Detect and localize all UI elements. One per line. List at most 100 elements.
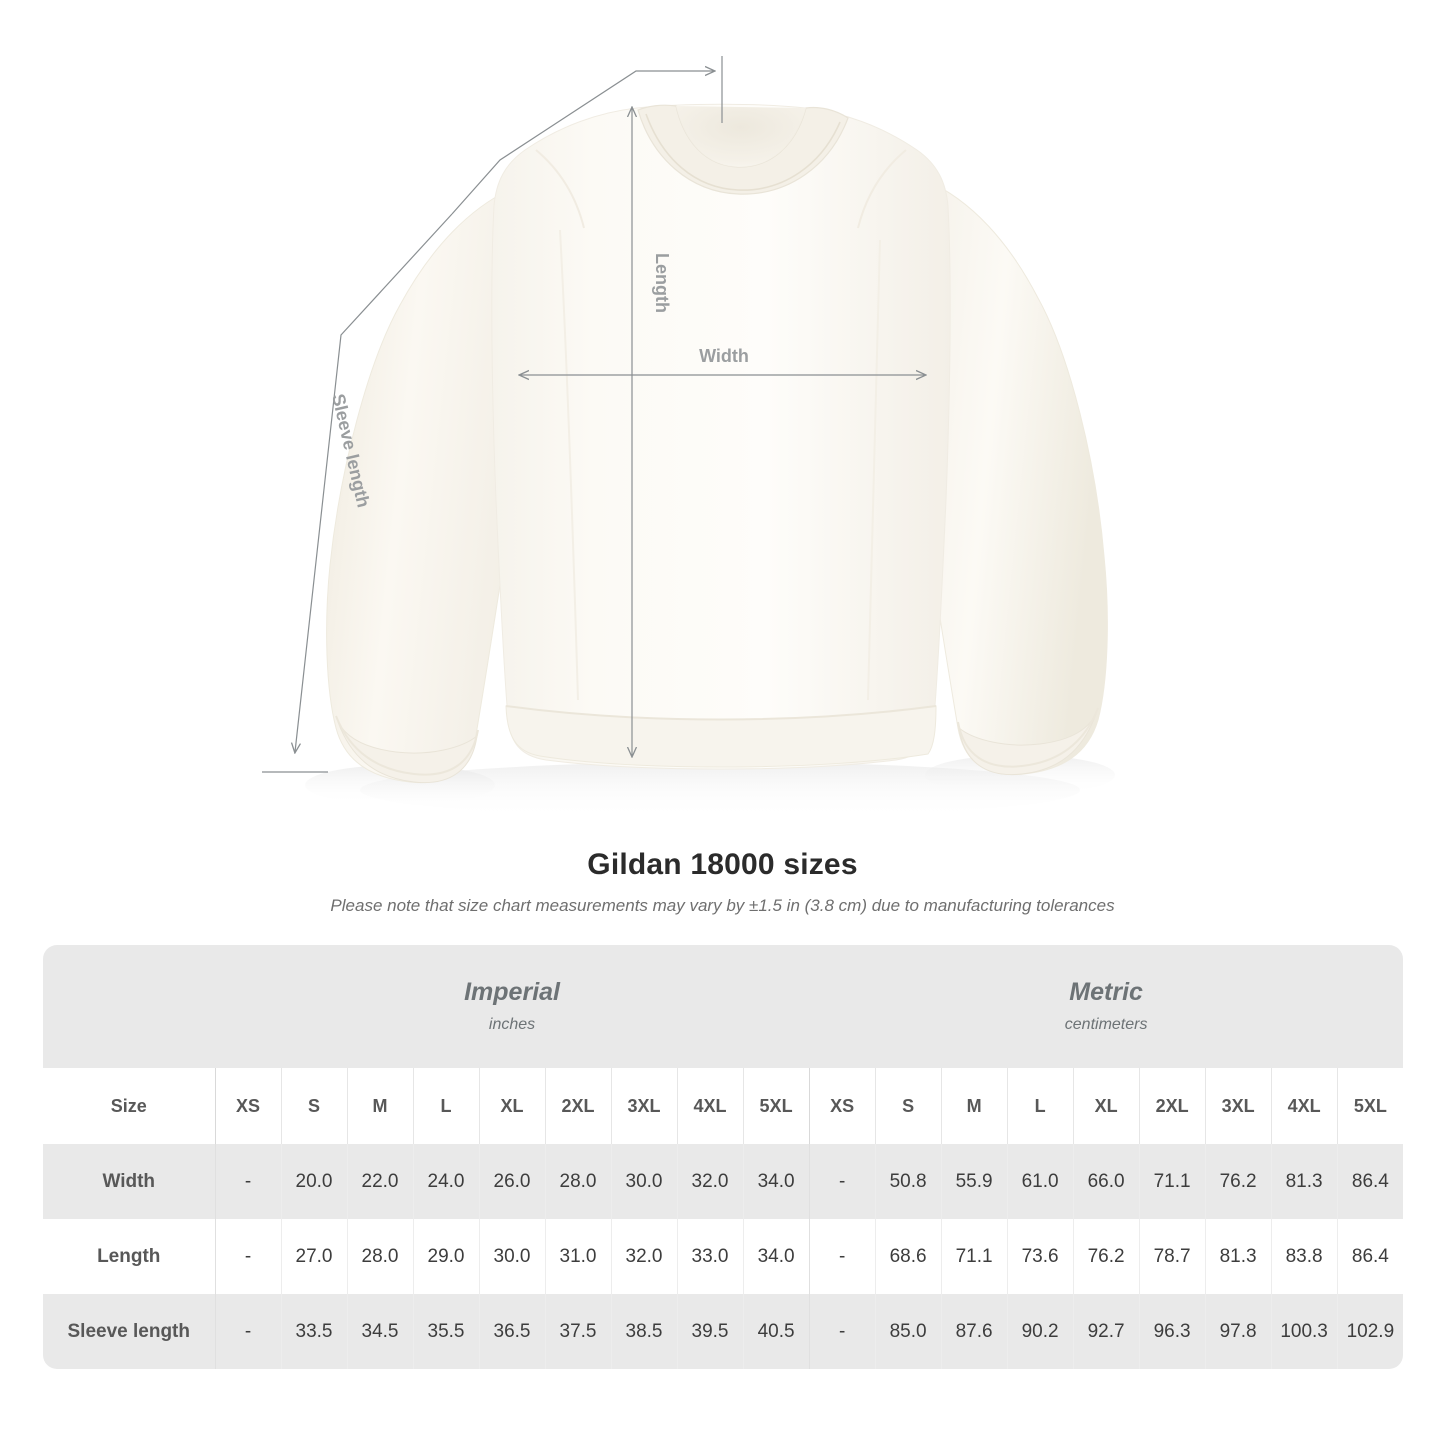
cell-length-metric-4xl: 83.8 <box>1270 1219 1338 1294</box>
cell-sleeve-length-metric-4xl: 100.3 <box>1270 1294 1338 1369</box>
size-header-imperial-3xl: 3XL <box>610 1068 677 1144</box>
table-row: Length -27.0 28.0 29.0 30.0 31.0 32.0 33.0 34.0-… <box>43 1219 1403 1294</box>
table-row: Sleeve length -33.5 34.5 35.5 36.5 37.5 38.5 39… <box>43 1294 1403 1369</box>
cell-sleeve-length-imperial-5xl: 40.5 <box>742 1294 810 1369</box>
size-header-imperial-4xl: 4XL <box>676 1068 743 1144</box>
cell-sleeve-length-metric-s: 85.0 <box>874 1294 942 1369</box>
cell-sleeve-length-metric-2xl: 96.3 <box>1138 1294 1206 1369</box>
size-header-imperial-2xl: 2XL <box>544 1068 611 1144</box>
cell-sleeve-length-imperial-s: 33.5 <box>280 1294 347 1369</box>
row-label-width: Width <box>43 1144 215 1219</box>
size-header-metric-xl: XL <box>1072 1068 1140 1144</box>
size-header-metric-m: M <box>940 1068 1008 1144</box>
cell-sleeve-length-metric-xs: - <box>808 1294 876 1369</box>
size-chart-table-container: Imperial inches Metric centimeters Size XS S M L… <box>43 945 1403 1369</box>
cell-width-metric-3xl: 76.2 <box>1204 1144 1272 1219</box>
unit-subtitle: inches <box>488 1015 536 1033</box>
cell-width-imperial-xs: - <box>214 1144 281 1219</box>
row-label-sleeve-length: Sleeve length <box>43 1294 215 1369</box>
table-row: Width -20.0 22.0 24.0 26.0 28.0 30.0 32.0 34.0-5… <box>43 1144 1403 1219</box>
cell-sleeve-length-metric-xl: 92.7 <box>1072 1294 1140 1369</box>
cell-width-imperial-s: 20.0 <box>280 1144 347 1219</box>
cell-length-metric-2xl: 78.7 <box>1138 1219 1206 1294</box>
cell-width-metric-xl: 66.0 <box>1072 1144 1140 1219</box>
cell-length-imperial-xl: 30.0 <box>478 1219 545 1294</box>
product-illustration: Length Width Sleeve length <box>262 56 1115 818</box>
size-header-imperial-m: M <box>346 1068 413 1144</box>
cell-length-imperial-4xl: 33.0 <box>676 1219 743 1294</box>
sleeve-guide-line <box>295 213 453 752</box>
cell-width-metric-2xl: 71.1 <box>1138 1144 1206 1219</box>
page-title: Gildan 18000 sizes <box>587 848 858 881</box>
size-header-imperial-s: S <box>280 1068 347 1144</box>
cell-width-metric-m: 55.9 <box>940 1144 1008 1219</box>
cell-sleeve-length-imperial-3xl: 38.5 <box>610 1294 677 1369</box>
size-header-metric-3xl: 3XL <box>1204 1068 1272 1144</box>
cell-width-imperial-2xl: 28.0 <box>544 1144 611 1219</box>
sweatshirt-graphic <box>326 103 1108 784</box>
cell-length-imperial-2xl: 31.0 <box>544 1219 611 1294</box>
length-label: Length <box>652 253 672 313</box>
unit-band-spacer <box>43 945 215 1068</box>
cell-sleeve-length-imperial-m: 34.5 <box>346 1294 413 1369</box>
cell-width-metric-4xl: 81.3 <box>1270 1144 1338 1219</box>
size-header-metric-2xl: 2XL <box>1138 1068 1206 1144</box>
unit-name: Imperial <box>464 978 560 1007</box>
cell-width-imperial-xl: 26.0 <box>478 1144 545 1219</box>
cell-sleeve-length-imperial-4xl: 39.5 <box>676 1294 743 1369</box>
cell-sleeve-length-imperial-xl: 36.5 <box>478 1294 545 1369</box>
cell-sleeve-length-imperial-xs: - <box>214 1294 281 1369</box>
cell-width-metric-xs: - <box>808 1144 876 1219</box>
unit-band-row: Imperial inches Metric centimeters <box>43 945 1403 1068</box>
cell-length-imperial-l: 29.0 <box>412 1219 479 1294</box>
tolerance-note: Please note that size chart measurements… <box>330 896 1115 915</box>
size-header-metric-5xl: 5XL <box>1336 1068 1403 1144</box>
cell-sleeve-length-metric-m: 87.6 <box>940 1294 1008 1369</box>
cell-length-metric-xl: 76.2 <box>1072 1219 1140 1294</box>
cell-width-imperial-3xl: 30.0 <box>610 1144 677 1219</box>
cell-width-imperial-4xl: 32.0 <box>676 1144 743 1219</box>
size-header-metric-l: L <box>1006 1068 1074 1144</box>
size-header-imperial-5xl: 5XL <box>742 1068 810 1144</box>
cell-length-metric-m: 71.1 <box>940 1219 1008 1294</box>
cell-length-metric-s: 68.6 <box>874 1219 942 1294</box>
unit-name: Metric <box>1069 978 1143 1007</box>
cell-length-metric-5xl: 86.4 <box>1336 1219 1403 1294</box>
cell-length-metric-xs: - <box>808 1219 876 1294</box>
unit-header-imperial: Imperial inches <box>215 945 810 1068</box>
size-header-metric-s: S <box>874 1068 942 1144</box>
unit-subtitle: centimeters <box>1064 1015 1148 1033</box>
size-chart-table: Imperial inches Metric centimeters Size XS S M L… <box>43 945 1403 1369</box>
cell-sleeve-length-metric-5xl: 102.9 <box>1336 1294 1403 1369</box>
cell-sleeve-length-metric-3xl: 97.8 <box>1204 1294 1272 1369</box>
cell-width-metric-5xl: 86.4 <box>1336 1144 1403 1219</box>
row-label-length: Length <box>43 1219 215 1294</box>
cell-length-imperial-m: 28.0 <box>346 1219 413 1294</box>
cell-width-metric-l: 61.0 <box>1006 1144 1074 1219</box>
size-header-row: Size XS S M L XL 2XL 3XL 4XL 5XL XS S M L XL 2XL 3XL 4XL 5… <box>43 1068 1403 1144</box>
cell-length-imperial-xs: - <box>214 1219 281 1294</box>
cell-length-imperial-s: 27.0 <box>280 1219 347 1294</box>
cell-length-metric-3xl: 81.3 <box>1204 1219 1272 1294</box>
cell-sleeve-length-metric-l: 90.2 <box>1006 1294 1074 1369</box>
shoulder-leader-line <box>451 71 714 215</box>
cell-width-imperial-l: 24.0 <box>412 1144 479 1219</box>
cell-length-imperial-3xl: 32.0 <box>610 1219 677 1294</box>
cell-width-imperial-5xl: 34.0 <box>742 1144 810 1219</box>
cell-length-metric-l: 73.6 <box>1006 1219 1074 1294</box>
cell-sleeve-length-imperial-2xl: 37.5 <box>544 1294 611 1369</box>
width-label: Width <box>699 346 749 366</box>
size-header-imperial-xl: XL <box>478 1068 545 1144</box>
size-header-metric-xs: XS <box>808 1068 876 1144</box>
cell-length-imperial-5xl: 34.0 <box>742 1219 810 1294</box>
cell-width-metric-s: 50.8 <box>874 1144 942 1219</box>
size-header-metric-4xl: 4XL <box>1270 1068 1338 1144</box>
unit-header-metric: Metric centimeters <box>809 945 1403 1068</box>
garment-shadow <box>305 755 1115 818</box>
cell-width-imperial-m: 22.0 <box>346 1144 413 1219</box>
size-header-imperial-l: L <box>412 1068 479 1144</box>
measurement-guides <box>262 56 925 773</box>
size-header-label: Size <box>43 1068 215 1144</box>
cell-sleeve-length-imperial-l: 35.5 <box>412 1294 479 1369</box>
